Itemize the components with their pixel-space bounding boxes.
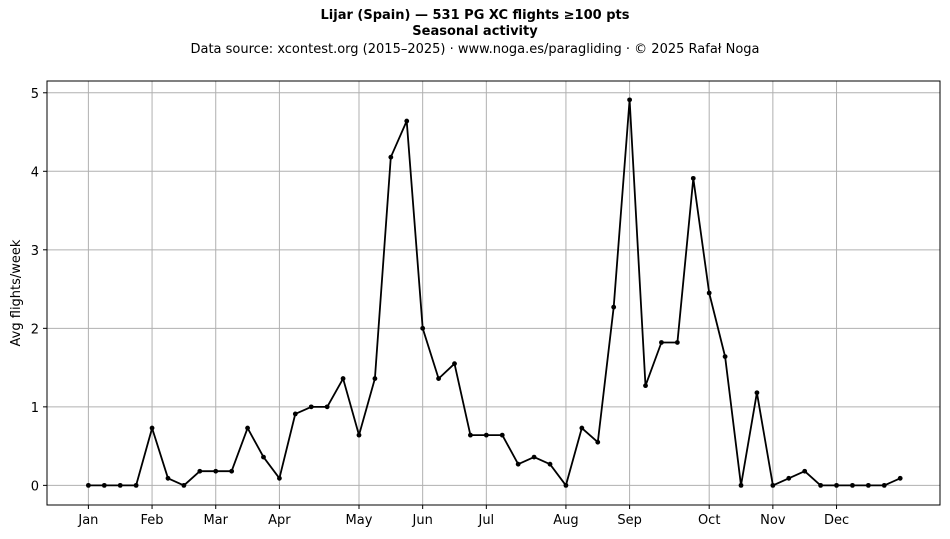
data-point	[579, 425, 585, 431]
data-point	[770, 482, 776, 488]
data-point	[356, 432, 362, 438]
chart-source-line: Data source: xcontest.org (2015–2025) · …	[190, 42, 760, 57]
data-point	[802, 468, 808, 474]
data-point	[213, 468, 219, 474]
x-tick-label: May	[346, 513, 373, 528]
data-point	[277, 475, 282, 481]
y-tick-label: 4	[31, 165, 39, 180]
data-point	[245, 425, 250, 431]
data-point	[865, 482, 871, 488]
x-tick-label: Mar	[203, 513, 228, 528]
data-point	[563, 482, 569, 488]
data-point	[197, 468, 203, 474]
data-point	[340, 376, 346, 381]
data-point	[181, 482, 187, 488]
data-point	[690, 175, 696, 181]
x-tick-label: Oct	[698, 513, 720, 528]
data-point	[499, 432, 505, 438]
y-tick-label: 5	[31, 87, 39, 102]
data-point	[706, 290, 712, 296]
data-point	[659, 340, 664, 345]
data-point	[292, 411, 298, 417]
data-point	[531, 454, 537, 460]
data-point	[595, 439, 601, 445]
data-point	[85, 482, 91, 488]
data-point	[897, 475, 903, 481]
data-point	[420, 325, 426, 331]
y-axis: 0 1 2 3 4 5	[31, 87, 47, 494]
chart-subtitle: Seasonal activity	[412, 24, 538, 39]
data-point	[850, 482, 855, 488]
data-point	[674, 340, 680, 345]
y-tick-label: 2	[31, 322, 39, 337]
chart-titles: Lijar (Spain) — 531 PG XC flights ≥100 p…	[0, 8, 950, 58]
x-tick-label: Jul	[477, 513, 494, 528]
x-axis: Jan Feb Mar Apr May Jun Jul Aug Sep Oct Nov Dec	[77, 505, 849, 528]
x-tick-label: Feb	[141, 513, 164, 528]
data-point	[547, 461, 553, 467]
series-line	[88, 98, 901, 487]
y-axis-label: Avg flights/week	[9, 239, 24, 346]
data-point	[229, 468, 235, 474]
data-point	[483, 432, 489, 438]
data-point	[404, 118, 410, 124]
plot-frame	[46, 80, 941, 506]
data-point	[308, 404, 314, 410]
data-point	[149, 425, 155, 431]
x-tick-label: Aug	[553, 513, 578, 528]
x-tick-label: Jun	[412, 513, 433, 528]
y-tick-label: 3	[31, 244, 39, 259]
x-tick-label: Apr	[268, 513, 291, 528]
data-point	[101, 482, 107, 488]
data-point	[372, 376, 378, 381]
data-points	[85, 97, 903, 488]
data-point	[611, 304, 617, 310]
data-point	[165, 475, 171, 481]
data-point	[643, 383, 648, 389]
data-point	[834, 482, 839, 488]
data-point	[754, 390, 760, 396]
grid-lines	[47, 81, 940, 505]
y-tick-label: 1	[31, 401, 39, 416]
data-point	[388, 154, 394, 160]
data-point	[261, 454, 266, 460]
data-point	[468, 432, 473, 438]
y-tick-label: 0	[31, 479, 39, 494]
chart-title: Lijar (Spain) — 531 PG XC flights ≥100 p…	[320, 8, 630, 23]
x-tick-label: Jan	[77, 513, 98, 528]
data-point	[627, 97, 632, 103]
data-point	[436, 376, 441, 381]
data-point	[324, 404, 330, 410]
data-point	[117, 482, 123, 488]
data-point	[515, 461, 521, 467]
data-point	[786, 475, 792, 481]
x-tick-label: Nov	[760, 513, 786, 528]
data-point	[133, 482, 139, 488]
data-point	[738, 482, 744, 488]
x-tick-label: Dec	[824, 513, 849, 528]
data-point	[722, 354, 728, 359]
x-tick-label: Sep	[617, 513, 642, 528]
data-point	[452, 361, 457, 367]
data-point	[881, 482, 887, 488]
data-point	[818, 482, 824, 488]
